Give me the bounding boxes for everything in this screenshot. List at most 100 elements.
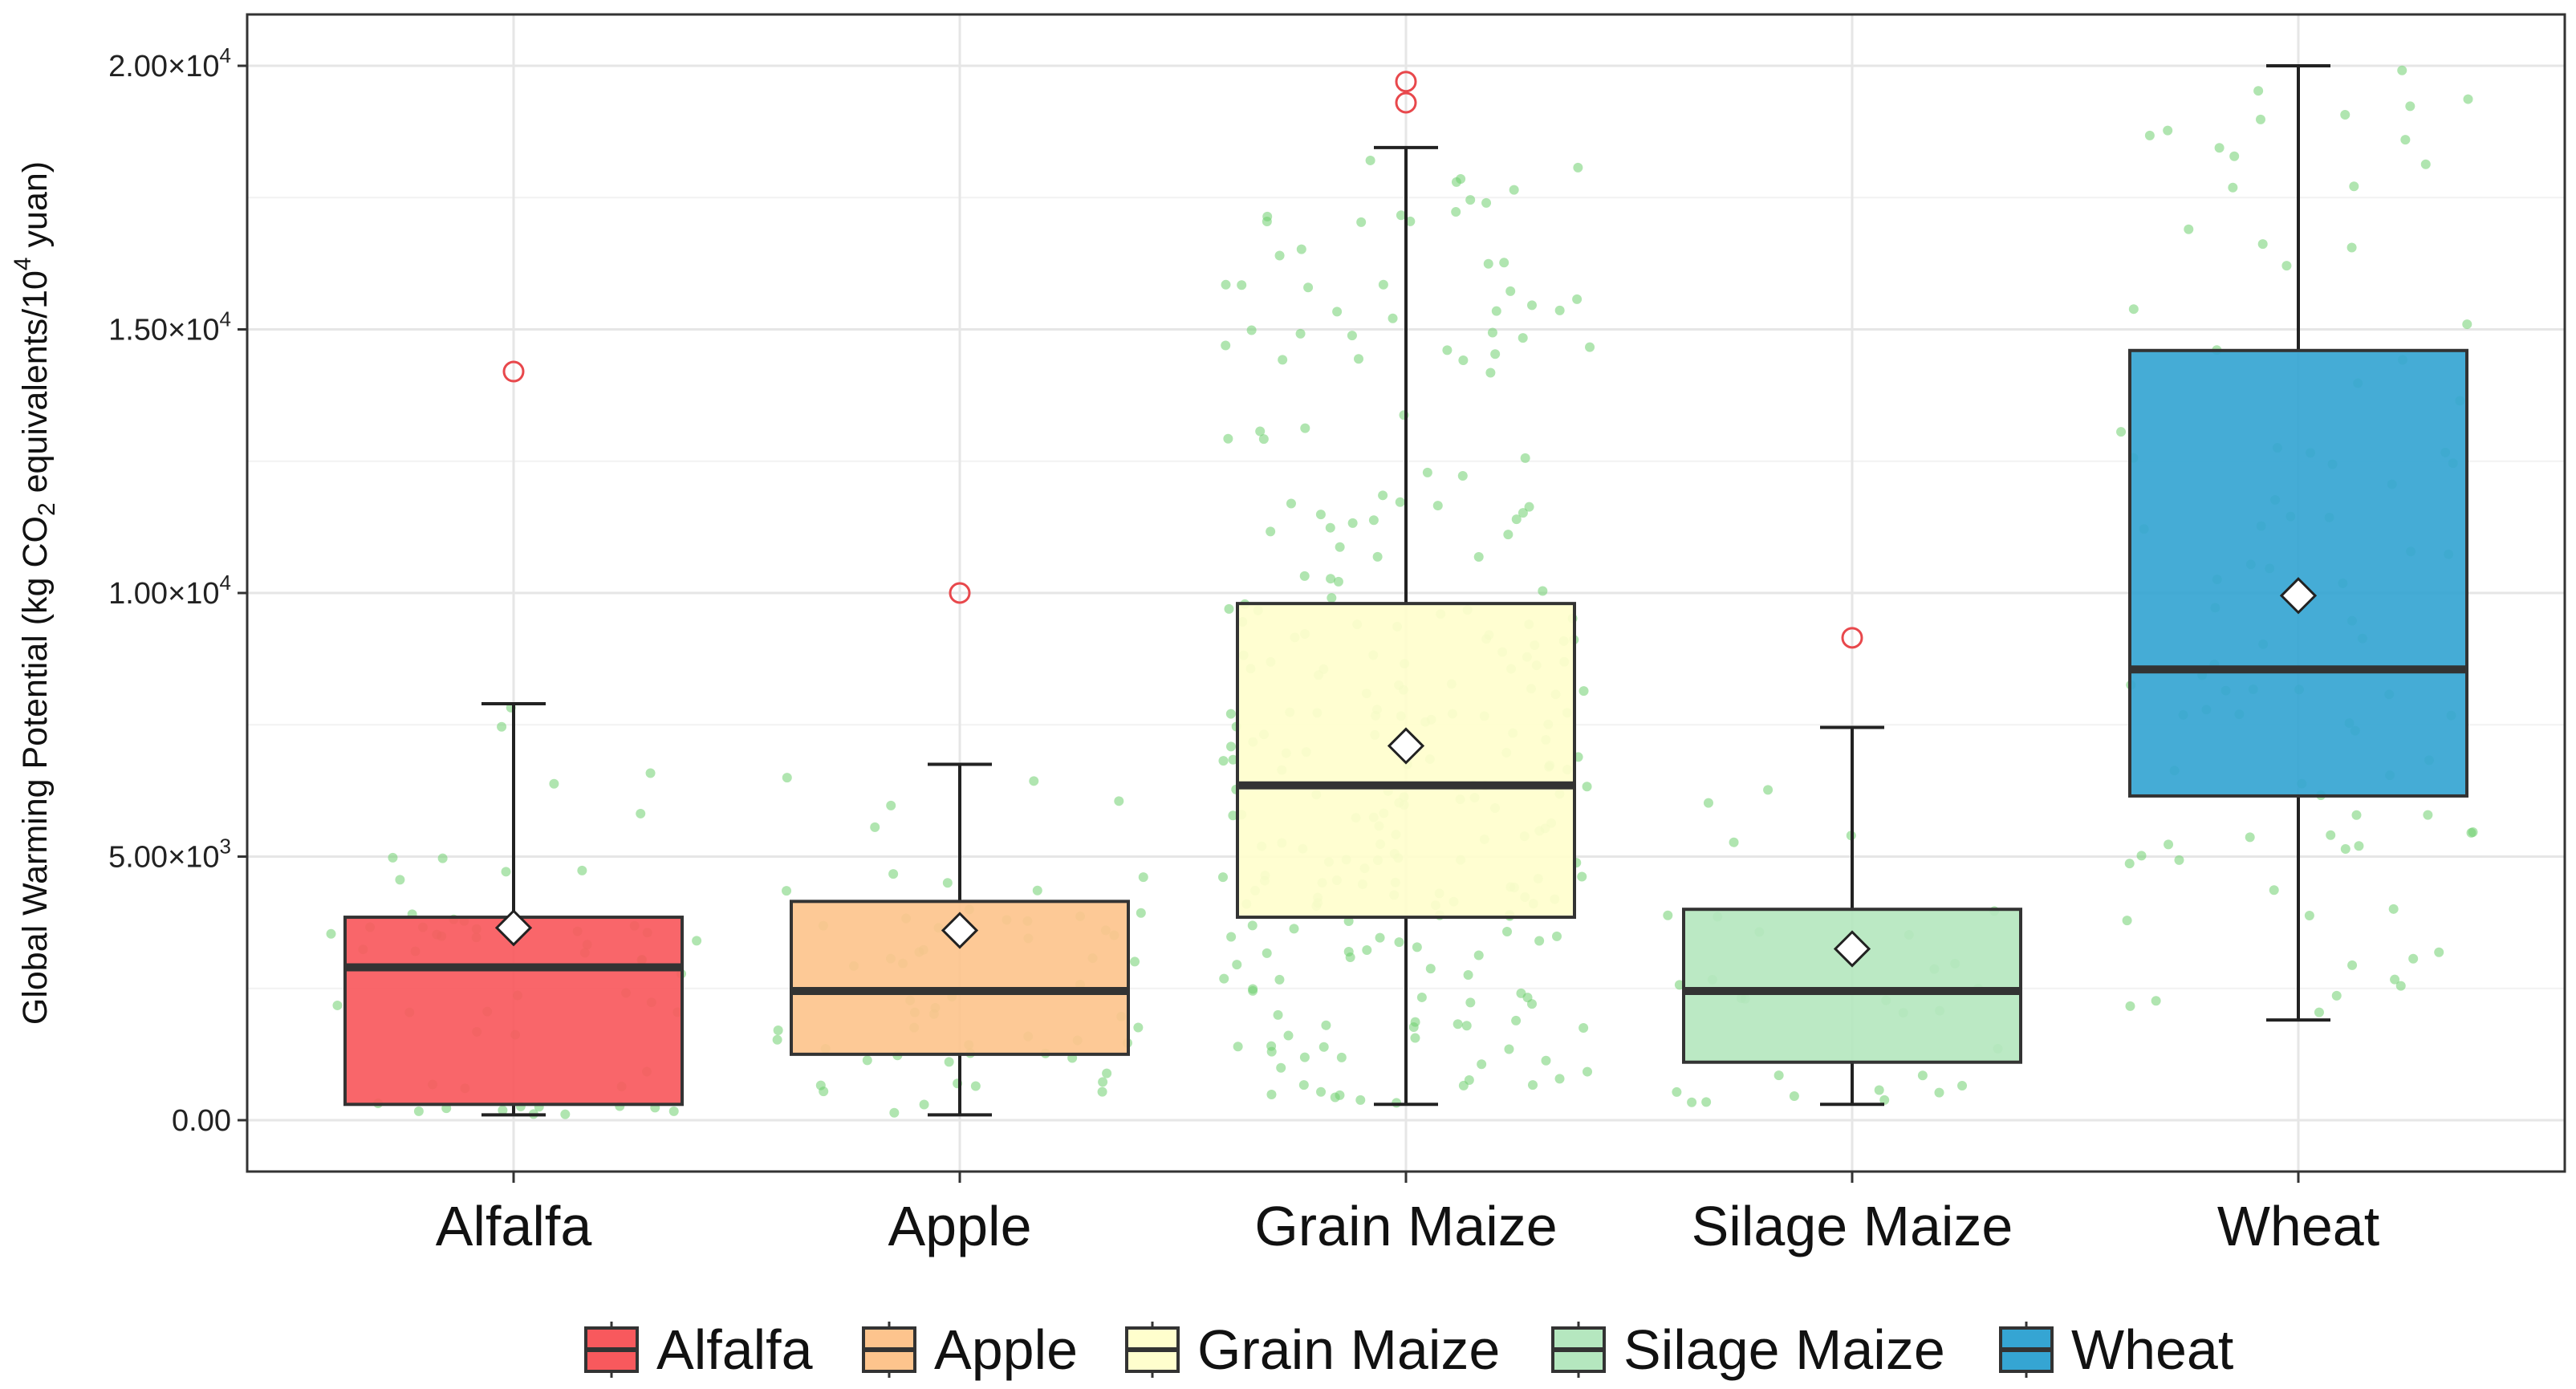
jitter-point-grain-maize xyxy=(1375,932,1385,943)
jitter-point-grain-maize xyxy=(1511,1015,1522,1026)
jitter-point-wheat xyxy=(2128,304,2139,315)
jitter-point-grain-maize xyxy=(1223,433,1233,444)
jitter-point-silage-maize xyxy=(1763,785,1774,795)
jitter-point-grain-maize xyxy=(1335,1090,1345,1100)
jitter-point-grain-maize xyxy=(1315,510,1326,520)
jitter-point-wheat xyxy=(2151,996,2161,1006)
jitter-point-grain-maize xyxy=(1333,576,1343,587)
jitter-point-wheat xyxy=(2434,947,2444,957)
jitter-point-grain-maize xyxy=(1504,1044,1514,1054)
outlier-point-grain-maize xyxy=(1395,71,1417,93)
jitter-point-alfalfa xyxy=(388,852,398,863)
jitter-point-apple xyxy=(782,773,792,783)
jitter-point-grain-maize xyxy=(1395,497,1405,507)
y-axis-title: Global Warming Potential (kg CO2 equival… xyxy=(10,161,60,1025)
y-tick-mantissa: 5.00×10 xyxy=(108,841,219,875)
jitter-point-grain-maize xyxy=(1483,258,1493,269)
jitter-point-wheat xyxy=(2354,841,2364,851)
jitter-point-grain-maize xyxy=(1425,964,1436,974)
jitter-point-grain-maize xyxy=(1534,936,1545,946)
jitter-point-apple xyxy=(1133,1022,1144,1033)
legend-label-wheat: Wheat xyxy=(2071,1318,2233,1381)
jitter-point-grain-maize xyxy=(1299,571,1310,581)
mean-marker-grain-maize xyxy=(1387,727,1425,765)
jitter-point-apple xyxy=(944,1057,954,1067)
jitter-point-grain-maize xyxy=(1408,1021,1419,1032)
jitter-point-alfalfa xyxy=(501,867,511,877)
y-axis-title-sub: 2 xyxy=(34,502,60,516)
jitter-point-wheat xyxy=(2269,885,2279,896)
jitter-point-grain-maize xyxy=(1347,518,1358,528)
jitter-point-alfalfa xyxy=(560,1109,571,1119)
jitter-point-grain-maize xyxy=(1274,974,1285,985)
jitter-point-wheat xyxy=(2397,65,2407,75)
jitter-point-wheat xyxy=(2346,242,2357,253)
jitter-point-grain-maize xyxy=(1303,282,1314,293)
jitter-point-wheat xyxy=(2116,427,2127,437)
jitter-point-wheat xyxy=(2214,143,2225,153)
jitter-point-grain-maize xyxy=(1233,1042,1243,1052)
jitter-point-grain-maize xyxy=(1326,574,1336,584)
jitter-point-grain-maize xyxy=(1388,313,1398,323)
jitter-point-grain-maize xyxy=(1262,216,1272,226)
jitter-point-grain-maize xyxy=(1394,937,1404,948)
jitter-point-apple xyxy=(1098,1077,1108,1087)
jitter-point-grain-maize xyxy=(1356,217,1367,227)
jitter-point-grain-maize xyxy=(1378,490,1388,501)
y-tick-mantissa: 2.00×10 xyxy=(108,50,219,83)
jitter-point-grain-maize xyxy=(1582,782,1592,792)
legend-label-grain-maize: Grain Maize xyxy=(1197,1318,1500,1381)
jitter-point-grain-maize xyxy=(1473,950,1484,961)
jitter-point-grain-maize xyxy=(1355,1095,1366,1105)
jitter-point-apple xyxy=(862,1055,872,1066)
jitter-point-grain-maize xyxy=(1516,988,1526,998)
jitter-point-grain-maize xyxy=(1273,1009,1283,1020)
jitter-point-grain-maize xyxy=(1458,355,1469,366)
jitter-point-alfalfa xyxy=(395,875,405,885)
jitter-point-grain-maize xyxy=(1502,927,1513,937)
jitter-point-wheat xyxy=(2463,94,2473,104)
jitter-point-grain-maize xyxy=(1226,932,1237,942)
jitter-point-grain-maize xyxy=(1318,1042,1329,1052)
jitter-point-grain-maize xyxy=(1511,514,1522,525)
jitter-point-wheat xyxy=(2255,114,2265,124)
jitter-point-grain-maize xyxy=(1316,1086,1327,1097)
jitter-point-grain-maize xyxy=(1490,349,1501,359)
jitter-point-apple xyxy=(888,869,899,879)
x-tick-label: Silage Maize xyxy=(1692,1195,2013,1257)
jitter-point-grain-maize xyxy=(1232,960,1242,970)
jitter-point-wheat xyxy=(2326,830,2336,840)
jitter-point-grain-maize xyxy=(1321,1020,1331,1030)
y-tick-mantissa: 0.00 xyxy=(172,1104,231,1138)
jitter-point-grain-maize xyxy=(1416,992,1427,1002)
y-tick-exponent: 4 xyxy=(220,571,231,595)
y-axis-title-sup: 4 xyxy=(10,257,36,270)
jitter-point-grain-maize xyxy=(1258,434,1269,445)
jitter-point-grain-maize xyxy=(1432,501,1443,511)
jitter-point-wheat xyxy=(2331,990,2342,1001)
jitter-point-apple xyxy=(970,1081,981,1091)
jitter-point-wheat xyxy=(2245,832,2255,843)
legend-label-alfalfa: Alfalfa xyxy=(656,1318,813,1381)
jitter-point-wheat xyxy=(2164,839,2174,850)
x-tick-label: Grain Maize xyxy=(1254,1195,1557,1257)
jitter-point-grain-maize xyxy=(1296,244,1306,254)
jitter-point-wheat xyxy=(2229,151,2240,161)
y-tick-exponent: 4 xyxy=(220,307,231,331)
jitter-point-apple xyxy=(1136,908,1146,918)
jitter-point-apple xyxy=(1097,1086,1107,1097)
jitter-point-wheat xyxy=(2462,319,2472,330)
jitter-point-apple xyxy=(1114,796,1124,806)
jitter-point-wheat xyxy=(2144,130,2155,140)
jitter-point-grain-maize xyxy=(1396,210,1406,221)
jitter-point-grain-maize xyxy=(1354,354,1364,364)
jitter-point-wheat xyxy=(2281,261,2292,271)
jitter-point-wheat xyxy=(2253,86,2264,96)
jitter-point-grain-maize xyxy=(1237,280,1247,290)
mean-markers xyxy=(494,577,2318,968)
y-tick-label: 5.00×103 xyxy=(108,835,231,875)
jitter-point-grain-maize xyxy=(1573,162,1583,173)
jitter-point-grain-maize xyxy=(1365,155,1375,165)
y-tick-label: 1.00×104 xyxy=(108,571,231,611)
